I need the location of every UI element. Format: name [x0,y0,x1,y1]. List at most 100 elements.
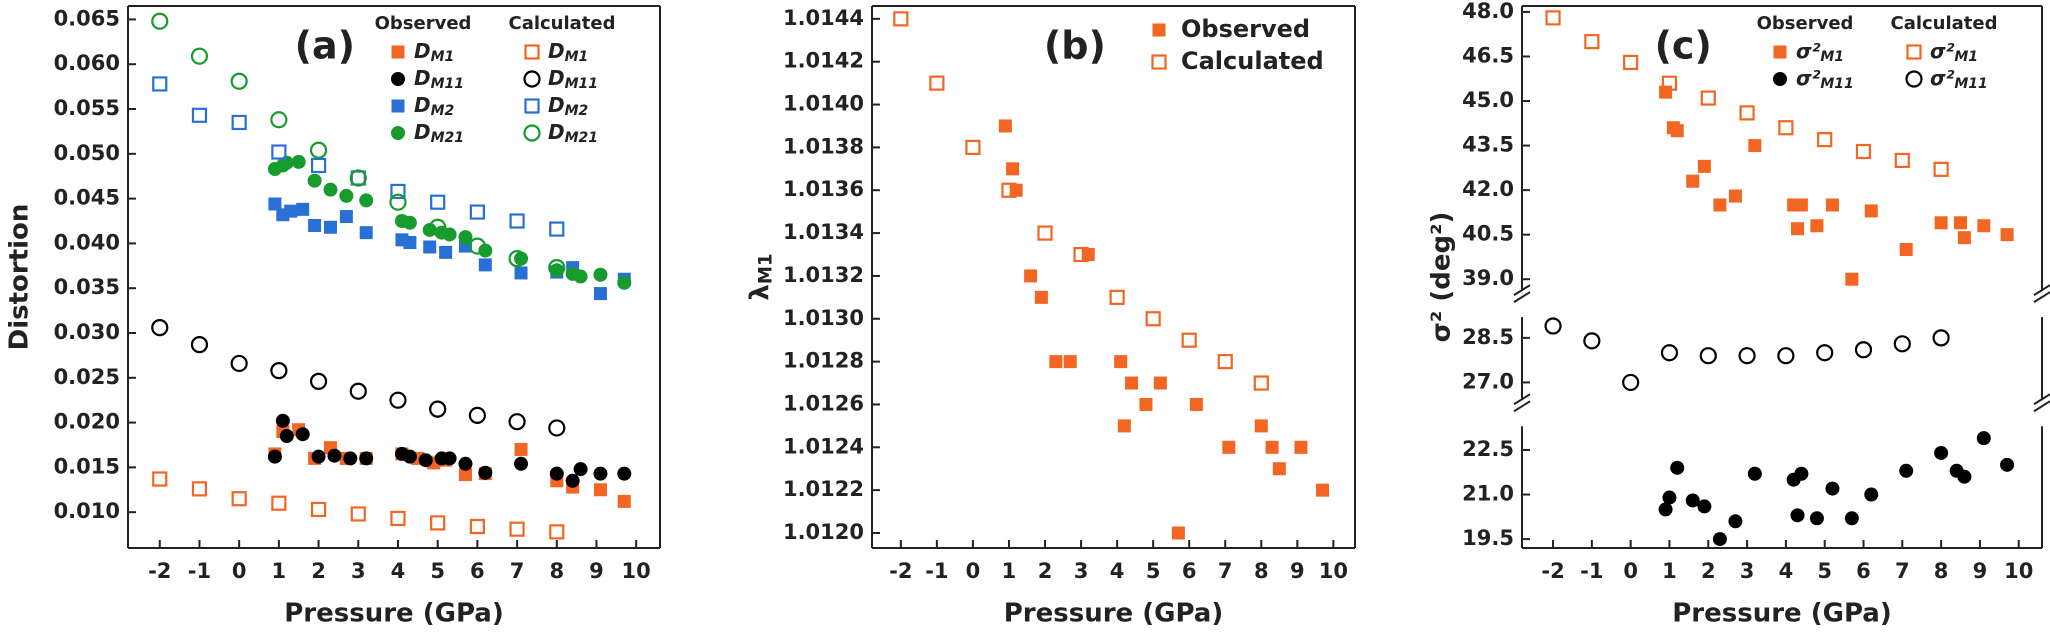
x-tick-label: 3 [351,559,366,583]
point [284,204,298,218]
y-tick-label: 1.0142 [783,49,864,73]
point [468,406,486,425]
y-tick-label: 19.5 [1462,526,1514,550]
y-tick-label: 0.025 [54,365,120,389]
point [1253,375,1269,391]
series [152,471,565,540]
series [893,11,1269,391]
point [231,114,247,131]
point [514,456,529,471]
series [1545,10,1949,177]
point [1855,143,1872,160]
x-tick-label: 7 [510,559,525,583]
x-tick-label: -1 [188,559,211,583]
legend-marker [1905,70,1923,88]
legend: Observed CalculatedDM1DM11DM2DM21DM1DM11D… [375,13,616,146]
point [1738,347,1756,365]
point [514,266,528,280]
point [1893,335,1911,353]
x-tick-label: 10 [622,559,651,583]
x-tick-label: 3 [1740,559,1755,583]
series [1658,431,2015,547]
x-tick-label: 10 [1319,559,1348,583]
x-tick-label: -2 [148,559,171,583]
y-tick-label: 1.0126 [783,391,864,415]
legend-header: Observed [375,13,472,34]
legend-label: DM1 [548,39,588,65]
point [152,471,168,487]
x-tick-label: 8 [549,559,564,583]
x-tick-label: 0 [1623,559,1638,583]
point [1037,225,1053,241]
point [1272,462,1286,476]
point [1670,124,1684,138]
x-tick-label: 5 [430,559,445,583]
point [270,362,288,380]
point [514,251,529,266]
point [1728,514,1743,529]
point [270,111,288,129]
point [617,466,632,481]
point [291,154,306,169]
y-tick-label: 39.0 [1462,266,1514,290]
point [1954,216,1968,230]
series [152,76,565,237]
point [1825,198,1839,212]
point [514,442,528,456]
point [1659,85,1673,99]
y-tick-label: 0.015 [54,454,120,478]
point [309,141,328,159]
point [1748,139,1762,153]
legend-marker [391,126,405,140]
point [1222,440,1236,454]
point [1006,162,1020,176]
point [307,173,322,188]
y-tick-label: 1.0122 [783,477,864,501]
point [1109,289,1125,305]
point [1825,481,1840,496]
legend-marker [391,45,405,59]
panel-label: (b) [1044,24,1106,68]
point [1957,231,1971,245]
point [458,230,473,245]
point [1265,440,1279,454]
axis-break [1513,400,1531,413]
point [1125,376,1139,390]
point [402,449,417,464]
x-tick-label: 3 [1074,559,1089,583]
point [267,449,282,464]
panel-label: (a) [295,24,355,68]
x-tick-label: 7 [1895,559,1910,583]
point [1584,34,1600,50]
point [442,451,457,466]
legend-label: DM11 [548,66,598,92]
legend-label: DM2 [548,93,588,119]
legend-marker [523,124,541,142]
point [2000,228,2014,242]
point [295,427,310,442]
point [390,183,406,200]
x-tick-label: 7 [1218,559,1233,583]
point [1623,54,1639,71]
legend-header: Calculated [1890,13,1997,34]
point [151,319,169,337]
point [1153,376,1167,390]
point [1063,355,1077,369]
point [593,287,607,301]
legend-label: σ²M1 [1796,39,1844,65]
point [1073,246,1089,263]
point [271,144,287,160]
point [1024,269,1038,283]
point [469,204,485,220]
x-tick-label: 4 [391,559,406,583]
point [1686,174,1700,188]
y-tick-label: 1.0144 [783,6,864,30]
series [267,413,632,488]
y-axis-title: λM1 [745,253,777,300]
y-tick-label: 21.0 [1462,482,1514,506]
point [1660,344,1679,362]
panel: 0.010 0.015 0.020 0.025 0.030 0.035 0.040 0.045… [5,5,661,629]
